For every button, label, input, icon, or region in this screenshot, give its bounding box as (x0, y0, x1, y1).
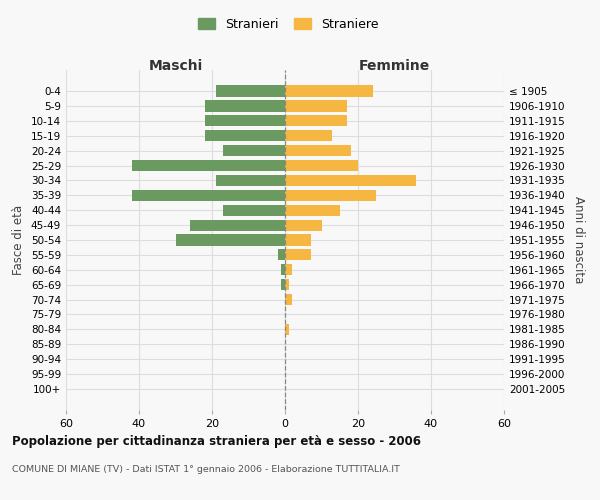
Bar (285, 250, 311, 260)
Bar (132, 190, 285, 201)
Bar (281, 279, 285, 290)
Bar (285, 100, 347, 112)
Text: Maschi: Maschi (148, 59, 203, 73)
Bar (285, 115, 347, 126)
Bar (285, 264, 292, 276)
Bar (278, 250, 285, 260)
Bar (285, 160, 358, 171)
Bar (190, 220, 285, 230)
Bar (285, 204, 340, 216)
Bar (176, 234, 285, 246)
Text: Popolazione per cittadinanza straniera per età e sesso - 2006: Popolazione per cittadinanza straniera p… (12, 435, 421, 448)
Bar (285, 234, 311, 246)
Bar (285, 279, 289, 290)
Bar (223, 204, 285, 216)
Bar (285, 145, 350, 156)
Y-axis label: Fasce di età: Fasce di età (13, 205, 25, 275)
Bar (285, 294, 292, 305)
Bar (285, 175, 416, 186)
Bar (215, 86, 285, 96)
Text: Femmine: Femmine (359, 59, 430, 73)
Bar (285, 86, 373, 96)
Bar (132, 160, 285, 171)
Bar (205, 130, 285, 141)
Y-axis label: Anni di nascita: Anni di nascita (572, 196, 585, 284)
Bar (215, 175, 285, 186)
Bar (281, 264, 285, 276)
Bar (285, 190, 376, 201)
Bar (205, 115, 285, 126)
Legend: Stranieri, Straniere: Stranieri, Straniere (191, 11, 385, 37)
Bar (205, 100, 285, 112)
Text: COMUNE DI MIANE (TV) - Dati ISTAT 1° gennaio 2006 - Elaborazione TUTTITALIA.IT: COMUNE DI MIANE (TV) - Dati ISTAT 1° gen… (12, 465, 400, 474)
Bar (285, 220, 322, 230)
Bar (285, 130, 332, 141)
Bar (285, 324, 289, 335)
Bar (223, 145, 285, 156)
